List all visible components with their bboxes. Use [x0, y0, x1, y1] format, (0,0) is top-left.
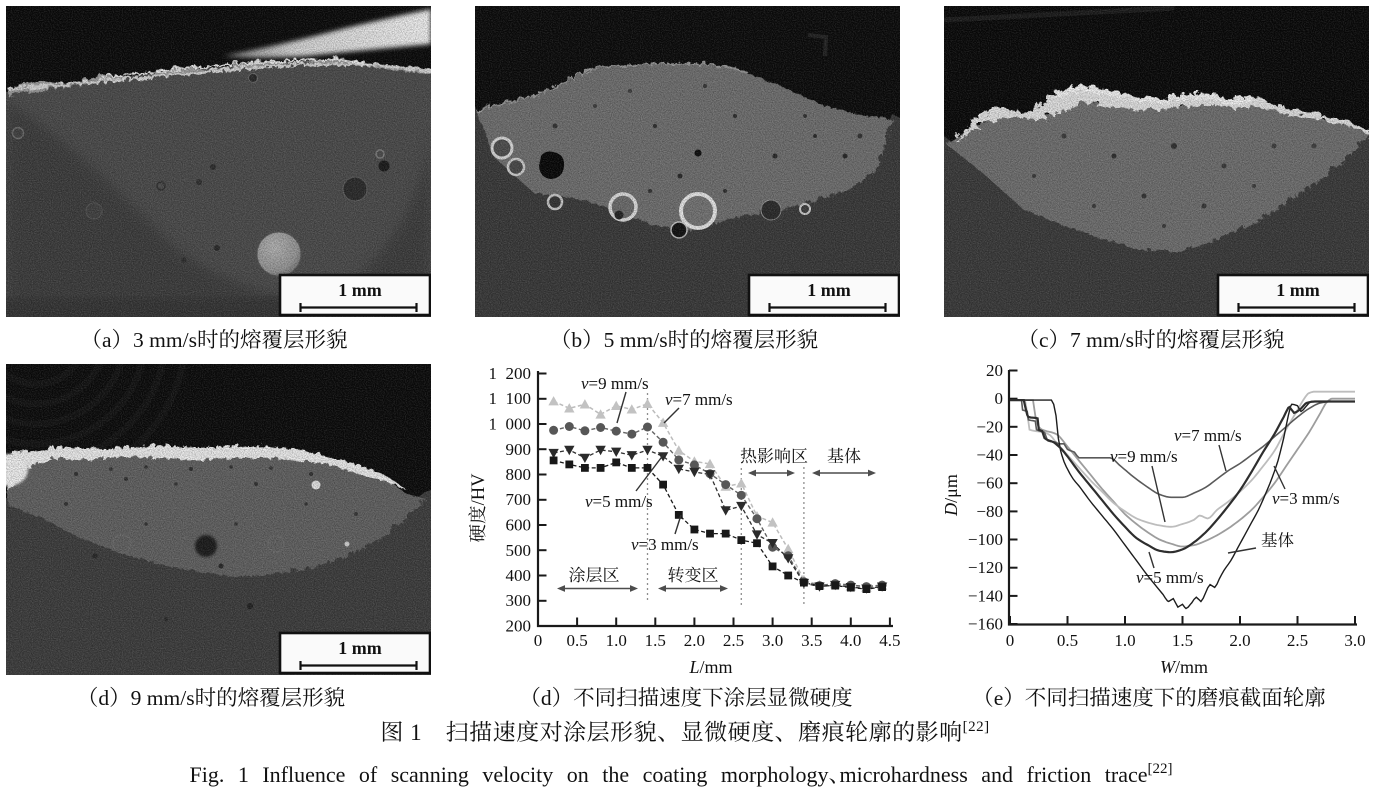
- svg-text:v=9 mm/s: v=9 mm/s: [581, 374, 649, 393]
- svg-text:图 1 扫描速度对涂层形貌、显微硬度、磨痕轮廓的影响[22]: 图 1 扫描速度对涂层形貌、显微硬度、磨痕轮廓的影响[22]: [380, 714, 989, 747]
- svg-text:1 mm: 1 mm: [338, 638, 382, 658]
- svg-text:涂层区: 涂层区: [569, 561, 620, 586]
- svg-text:v=7 mm/s: v=7 mm/s: [665, 390, 733, 409]
- svg-text:−160: −160: [968, 615, 1003, 634]
- svg-text:（c）7 mm/s时的熔覆层形貌: （c）7 mm/s时的熔覆层形貌: [1018, 323, 1285, 354]
- svg-text:3.0: 3.0: [1344, 631, 1365, 650]
- svg-text:2.5: 2.5: [1287, 631, 1308, 650]
- svg-text:700: 700: [506, 490, 532, 509]
- svg-text:−120: −120: [968, 558, 1003, 577]
- svg-text:−100: −100: [968, 530, 1003, 549]
- svg-text:1 200: 1 200: [489, 364, 532, 383]
- svg-text:300: 300: [506, 591, 532, 610]
- svg-text:v=5 mm/s: v=5 mm/s: [585, 492, 653, 511]
- svg-text:1.5: 1.5: [645, 631, 666, 650]
- svg-text:v=5 mm/s: v=5 mm/s: [1136, 568, 1204, 587]
- svg-text:1 mm: 1 mm: [807, 280, 851, 300]
- svg-text:−140: −140: [968, 586, 1003, 605]
- svg-text:（d）不同扫描速度下涂层显微硬度: （d）不同扫描速度下涂层显微硬度: [519, 681, 852, 712]
- svg-text:L/mm: L/mm: [688, 657, 732, 677]
- svg-text:200: 200: [506, 617, 532, 636]
- svg-text:基体: 基体: [827, 442, 861, 467]
- svg-text:0: 0: [1006, 631, 1015, 650]
- svg-text:20: 20: [986, 361, 1003, 380]
- svg-text:v=9 mm/s: v=9 mm/s: [1110, 447, 1178, 466]
- svg-text:0.5: 0.5: [566, 631, 587, 650]
- svg-text:2.0: 2.0: [1229, 631, 1250, 650]
- svg-text:1.0: 1.0: [606, 631, 627, 650]
- svg-text:热影响区: 热影响区: [740, 442, 808, 467]
- svg-text:0.5: 0.5: [1057, 631, 1078, 650]
- svg-text:硬度/HV: 硬度/HV: [464, 473, 490, 543]
- svg-text:（a）3 mm/s时的熔覆层形貌: （a）3 mm/s时的熔覆层形貌: [81, 323, 348, 354]
- svg-text:1 000: 1 000: [489, 415, 532, 434]
- svg-text:（b）5 mm/s时的熔覆层形貌: （b）5 mm/s时的熔覆层形貌: [550, 323, 818, 354]
- svg-text:−40: −40: [976, 446, 1003, 465]
- svg-text:3.0: 3.0: [762, 631, 783, 650]
- svg-text:500: 500: [506, 541, 532, 560]
- svg-text:D/μm: D/μm: [941, 474, 961, 517]
- svg-text:1.0: 1.0: [1114, 631, 1135, 650]
- svg-text:1 mm: 1 mm: [338, 280, 382, 300]
- svg-text:1 100: 1 100: [489, 389, 532, 408]
- svg-text:2.0: 2.0: [684, 631, 705, 650]
- svg-text:800: 800: [506, 465, 532, 484]
- svg-text:3.5: 3.5: [801, 631, 822, 650]
- svg-text:转变区: 转变区: [668, 561, 719, 586]
- svg-text:W/mm: W/mm: [1160, 657, 1208, 677]
- svg-text:（d）9 mm/s时的熔覆层形貌: （d）9 mm/s时的熔覆层形貌: [77, 681, 345, 712]
- svg-text:−80: −80: [976, 502, 1003, 521]
- svg-text:0: 0: [995, 389, 1004, 408]
- svg-text:（e）不同扫描速度下的磨痕截面轮廓: （e）不同扫描速度下的磨痕截面轮廓: [972, 681, 1326, 712]
- svg-text:−20: −20: [976, 417, 1003, 436]
- svg-text:4.5: 4.5: [879, 631, 900, 650]
- svg-text:Fig. 1 Influence of scanning: Fig. 1 Influence of scanning velocity on…: [189, 758, 1172, 789]
- svg-text:2.5: 2.5: [723, 631, 744, 650]
- svg-text:400: 400: [506, 566, 532, 585]
- svg-text:1 mm: 1 mm: [1276, 280, 1320, 300]
- svg-text:1.5: 1.5: [1172, 631, 1193, 650]
- svg-text:v=7 mm/s: v=7 mm/s: [1174, 426, 1242, 445]
- svg-text:900: 900: [506, 440, 532, 459]
- svg-text:0: 0: [534, 631, 543, 650]
- svg-text:−60: −60: [976, 474, 1003, 493]
- svg-text:基体: 基体: [1261, 527, 1295, 551]
- svg-text:v=3 mm/s: v=3 mm/s: [631, 535, 699, 554]
- svg-text:600: 600: [506, 516, 532, 535]
- svg-text:v=3 mm/s: v=3 mm/s: [1272, 489, 1340, 508]
- svg-text:4.0: 4.0: [840, 631, 861, 650]
